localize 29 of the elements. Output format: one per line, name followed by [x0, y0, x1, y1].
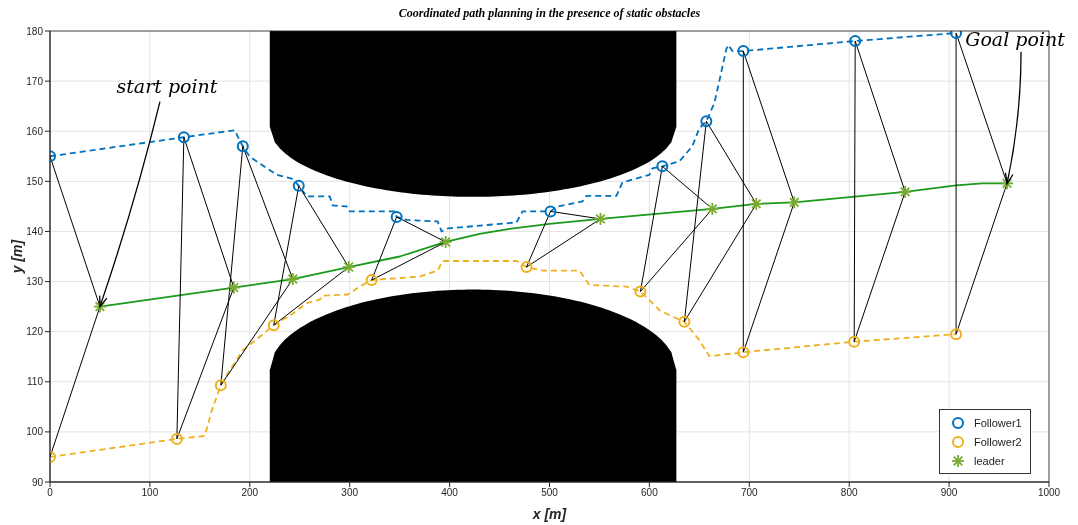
x-tick-label: 600 [641, 487, 659, 499]
annotation: Goal point [965, 27, 1066, 50]
y-tick-label: 110 [27, 376, 44, 388]
y-tick-label: 130 [26, 276, 44, 288]
y-tick-label: 90 [31, 476, 44, 488]
legend-label: Follower1 [974, 416, 1022, 429]
x-tick-label: 1000 [1037, 487, 1061, 499]
x-tick-label: 200 [241, 487, 259, 499]
x-axis-title: x [m] [531, 506, 568, 522]
y-tick-label: 180 [26, 25, 44, 37]
y-tick-label: 150 [26, 175, 44, 187]
x-tick-label: 900 [940, 487, 958, 499]
y-tick-label: 100 [26, 426, 44, 438]
x-tick-label: 300 [341, 487, 359, 499]
y-tick-label: 170 [26, 75, 44, 87]
x-tick-label: 800 [840, 487, 858, 499]
y-tick-label: 140 [26, 225, 44, 237]
y-tick-label: 160 [26, 125, 44, 137]
x-tick-label: 100 [141, 487, 159, 499]
x-tick-label: 700 [740, 487, 759, 499]
y-axis-title: y [m] [9, 238, 25, 275]
legend-label: leader [974, 454, 1005, 467]
y-tick-label: 120 [26, 326, 44, 338]
x-tick-label: 0 [47, 487, 54, 499]
annotation: start point [116, 74, 218, 97]
legend-label: Follower2 [974, 435, 1022, 448]
x-tick-label: 500 [541, 487, 559, 499]
chart-title: Coordinated path planning in the presence of static obstacles [398, 6, 701, 20]
x-tick-label: 400 [441, 487, 459, 499]
